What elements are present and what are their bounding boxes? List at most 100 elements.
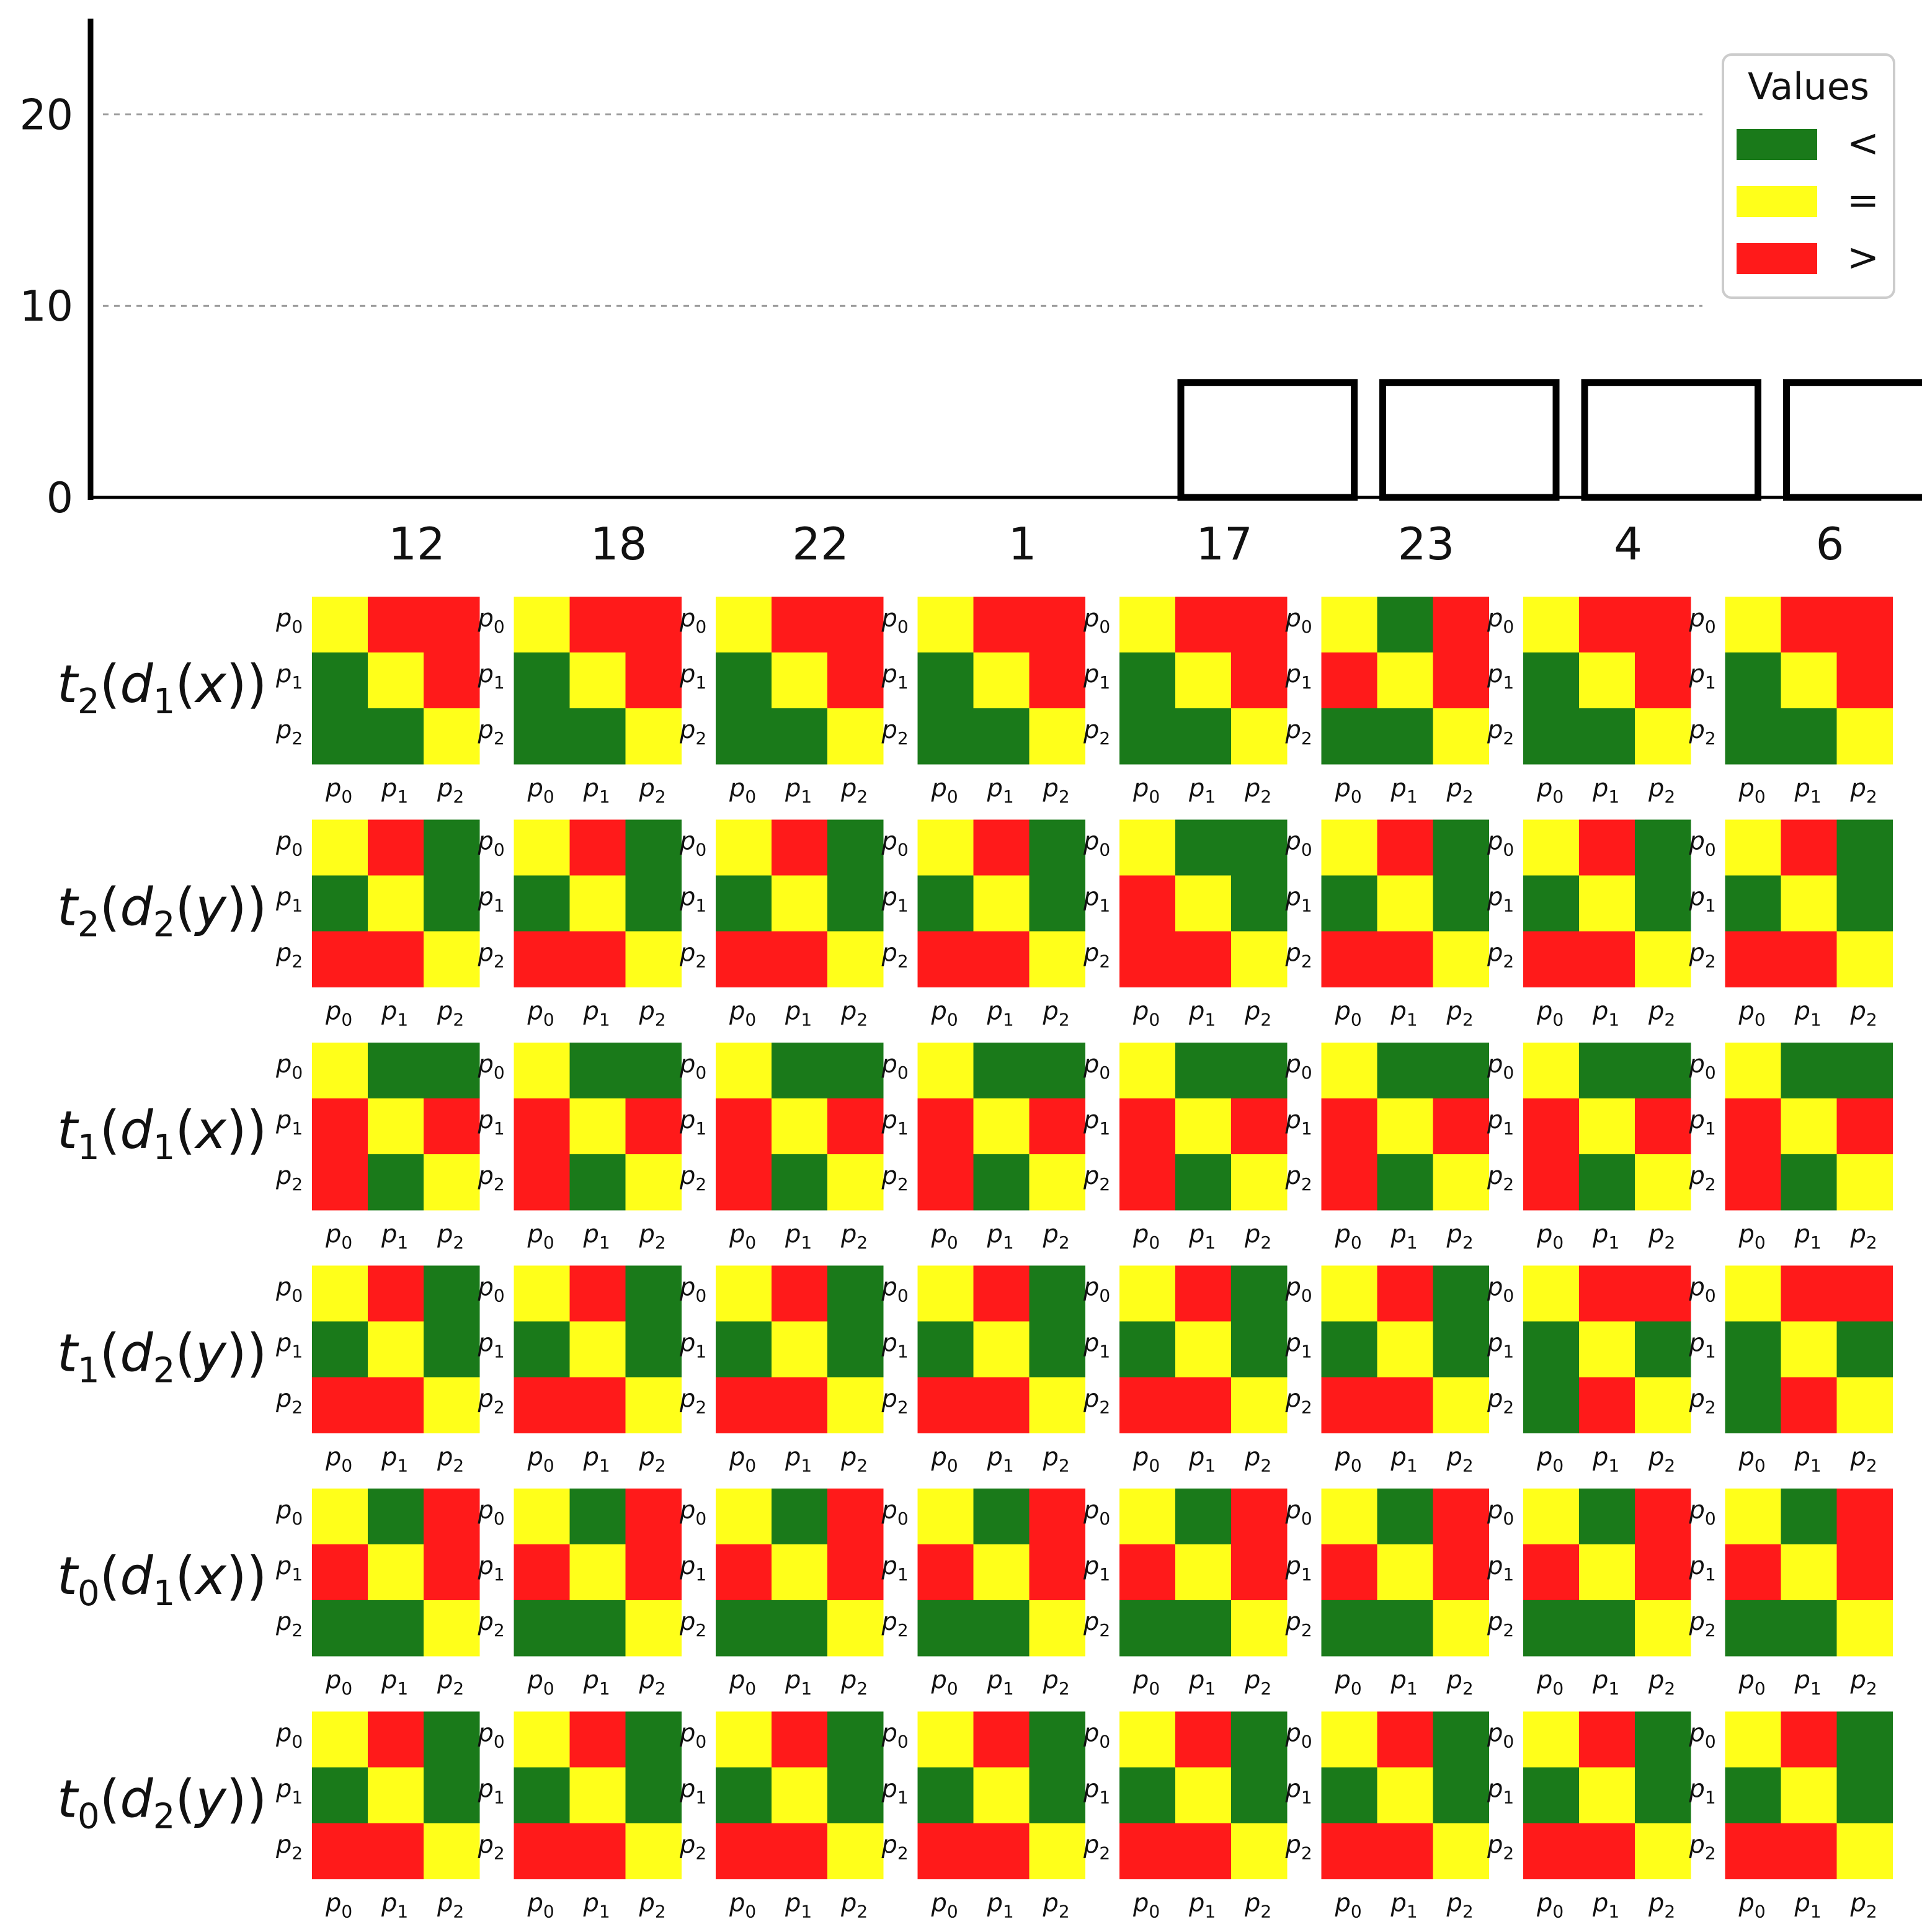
matrix-col-label: p2	[1043, 1889, 1070, 1922]
matrix-cell	[1321, 1043, 1377, 1099]
matrix-cell	[1725, 1600, 1781, 1657]
comparison-matrix: p0 p1 p2 p0 p1 p2	[1285, 597, 1489, 807]
matrix-col-label: p0	[931, 1666, 958, 1699]
matrix-col-label: p1	[785, 1443, 812, 1476]
matrix-cell	[1321, 1767, 1377, 1823]
matrix-row-label: p0	[478, 1496, 505, 1529]
matrix-col-label: p0	[729, 1889, 756, 1922]
matrix-cell	[716, 1711, 772, 1768]
matrix-row-label: p0	[881, 604, 909, 637]
matrix-cell	[1231, 1489, 1288, 1545]
comparison-matrix: p0 p1 p2 p0 p1 p2	[275, 1043, 480, 1253]
matrix-cell	[368, 1489, 424, 1545]
matrix-col-label: p2	[1446, 774, 1474, 807]
matrix-col-label: p2	[437, 1443, 464, 1476]
matrix-cell	[1635, 1767, 1691, 1823]
matrix-cell	[1321, 875, 1377, 932]
matrix-cell	[514, 1600, 570, 1657]
matrix-cell	[514, 652, 570, 709]
matrix-cell	[569, 1767, 626, 1823]
matrix-cell	[625, 1154, 682, 1211]
matrix-cell	[1725, 819, 1781, 876]
matrix-cell	[1231, 1711, 1288, 1768]
matrix-row-label: p0	[679, 1050, 706, 1083]
matrix-cell	[1119, 1043, 1176, 1099]
matrix-cell	[1175, 1154, 1232, 1211]
matrix-cell	[368, 819, 424, 876]
matrix-row-label: p2	[1689, 1608, 1716, 1640]
matrix-col-label: p0	[1738, 997, 1766, 1030]
matrix-row-label: p2	[1487, 1162, 1514, 1195]
matrix-cell	[1725, 1377, 1781, 1433]
matrix-col-label: p1	[381, 997, 408, 1030]
matrix-row-label: p1	[1487, 1775, 1514, 1808]
matrix-cell	[1781, 652, 1837, 709]
matrix-row-label: p0	[679, 604, 706, 637]
matrix-cell	[1231, 708, 1288, 765]
matrix-col-label: p2	[437, 1220, 464, 1253]
matrix-cell	[1377, 1600, 1433, 1657]
matrix-col-label: p0	[1335, 997, 1362, 1030]
comparison-matrix: p0 p1 p2 p0 p1 p2	[1487, 597, 1691, 807]
comparison-matrix: p0 p1 p2 p0 p1 p2	[1487, 819, 1691, 1030]
matrix-col-label: p0	[1536, 1443, 1564, 1476]
matrix-cell	[625, 1600, 682, 1657]
matrix-col-label: p2	[1244, 997, 1271, 1030]
matrix-row-label: p1	[881, 1106, 909, 1139]
matrix-cell	[368, 1377, 424, 1433]
matrix-cell	[1836, 1544, 1893, 1601]
matrix-col-label: p0	[325, 1666, 352, 1699]
matrix-cell	[312, 1544, 368, 1601]
comparison-matrix: p0 p1 p2 p0 p1 p2	[881, 597, 1085, 807]
matrix-row-label: p1	[1487, 660, 1514, 693]
matrix-row-label: p1	[1083, 660, 1110, 693]
matrix-cell	[424, 1711, 480, 1768]
matrix-cell	[514, 1377, 570, 1433]
matrix-cell	[424, 1154, 480, 1211]
row-label: t1(d1(x))	[57, 1100, 267, 1168]
matrix-cell	[1175, 1098, 1232, 1155]
matrix-col-label: p0	[1335, 1443, 1362, 1476]
matrix-cell	[1523, 1265, 1580, 1322]
matrix-cell	[569, 819, 626, 876]
matrix-cell	[514, 1043, 570, 1099]
matrix-row-label: p1	[881, 1329, 909, 1362]
matrix-cell	[827, 597, 884, 653]
matrix-cell	[625, 1098, 682, 1155]
matrix-cell	[1377, 1098, 1433, 1155]
matrix-cell	[1635, 1265, 1691, 1322]
matrix-cell	[772, 1600, 828, 1657]
matrix-cell	[312, 1489, 368, 1545]
matrix-cell	[625, 1377, 682, 1433]
x-tick-label: 12	[388, 518, 445, 570]
x-tick-label: 1	[1008, 518, 1037, 570]
matrix-col-label: p0	[325, 997, 352, 1030]
matrix-row-label: p1	[478, 1775, 505, 1808]
matrix-col-label: p2	[639, 774, 666, 807]
matrix-col-label: p2	[639, 1889, 666, 1922]
matrix-col-label: p1	[1188, 774, 1216, 807]
matrix-cell	[1433, 652, 1489, 709]
matrix-row-label: p2	[1083, 1162, 1110, 1195]
matrix-cell	[514, 1544, 570, 1601]
y-tick-label: 0	[47, 474, 73, 523]
comparison-matrix: p0 p1 p2 p0 p1 p2	[478, 1043, 682, 1253]
matrix-row-label: p2	[1083, 1385, 1110, 1418]
comparison-matrix: p0 p1 p2 p0 p1 p2	[881, 819, 1085, 1030]
matrix-col-label: p2	[840, 997, 868, 1030]
matrix-row-label: p2	[679, 716, 706, 749]
matrix-cell	[772, 1043, 828, 1099]
matrix-cell	[312, 708, 368, 765]
matrix-cell	[716, 1489, 772, 1545]
matrix-cell	[514, 1098, 570, 1155]
matrix-cell	[1725, 1098, 1781, 1155]
matrix-cell	[514, 875, 570, 932]
matrix-cell	[1635, 597, 1691, 653]
matrix-row-label: p2	[1285, 939, 1312, 972]
matrix-cell	[1119, 875, 1176, 932]
comparison-matrix: p0 p1 p2 p0 p1 p2	[478, 1489, 682, 1699]
matrix-cell	[1433, 875, 1489, 932]
matrix-cell	[1725, 597, 1781, 653]
